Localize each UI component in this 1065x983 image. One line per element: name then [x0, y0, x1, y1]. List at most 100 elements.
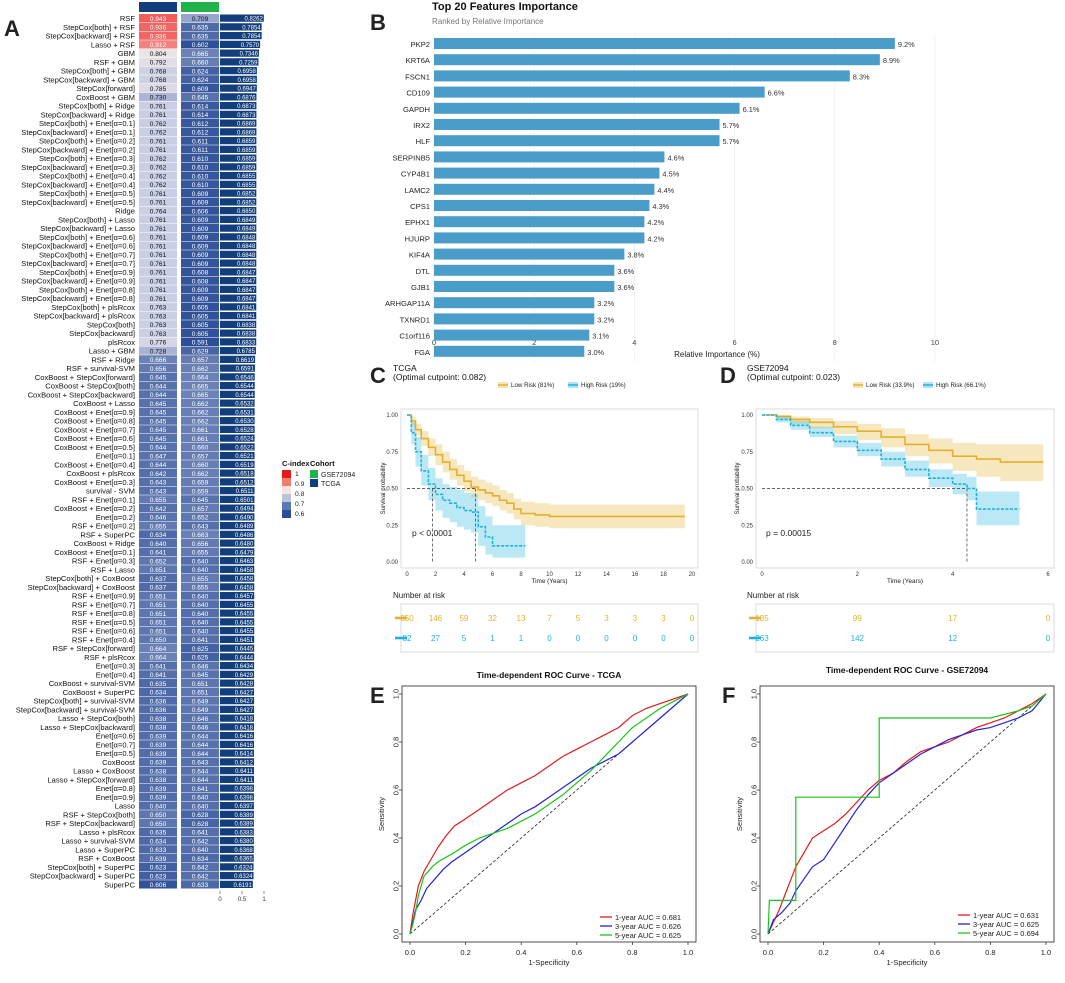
- cell-tcga: [139, 162, 177, 171]
- bar-value-label: 4.6%: [667, 153, 684, 162]
- cell-tcga-value: 0.761: [150, 112, 167, 119]
- mean-bar-value: 0.6324: [234, 865, 253, 871]
- legend-label: Low Risk (81%): [511, 382, 554, 389]
- cell-tcga: [139, 609, 177, 618]
- cell-gse72094-value: 0.609: [192, 86, 209, 93]
- bar: [434, 200, 650, 211]
- mean-bar: [220, 644, 255, 652]
- cell-gse72094-value: 0.606: [192, 208, 209, 215]
- row-label: StepCox[backward]: [69, 329, 135, 338]
- cell-tcga-value: 0.638: [150, 716, 167, 723]
- row-label: StepCox[backward] + CoxBoost: [28, 583, 136, 592]
- mean-bar: [220, 163, 257, 171]
- mean-bar-value: 0.6947: [237, 87, 256, 93]
- bar: [434, 183, 655, 195]
- y-tick-label: 0.8: [750, 737, 759, 747]
- cell-gse72094-value: 0.605: [192, 331, 209, 338]
- y-tick-label: 0.0: [392, 929, 401, 939]
- category-label: EPHX1: [405, 218, 430, 227]
- bar-value-label: 6.1%: [743, 105, 760, 114]
- cell-tcga-value: 0.645: [150, 436, 167, 443]
- mean-bar-value: 0.6434: [235, 664, 254, 670]
- cell-tcga-value: 0.761: [150, 252, 167, 259]
- mean-bar: [220, 250, 257, 258]
- category-label: TXNRD1: [400, 315, 430, 324]
- category-label: ARHGAP11A: [385, 299, 431, 308]
- cell-tcga-value: 0.645: [150, 410, 167, 417]
- cell-gse72094: [181, 512, 219, 521]
- mean-bar-value: 0.6859: [237, 165, 256, 171]
- cell-tcga: [139, 854, 177, 863]
- cell-gse72094: [181, 477, 219, 486]
- x-tick-label: 18: [660, 572, 667, 578]
- cell-tcga-value: 0.639: [150, 742, 167, 749]
- bar-axis-tick-label: 1: [262, 897, 266, 903]
- cell-tcga: [139, 390, 177, 399]
- cell-gse72094-value: 0.641: [192, 830, 209, 837]
- mean-bar-value: 0.6455: [235, 620, 254, 626]
- mean-bar-value: 0.6458: [235, 577, 254, 583]
- roc-curve: [409, 693, 689, 935]
- survival-curve: [407, 414, 526, 547]
- cell-tcga: [139, 329, 177, 338]
- mean-bar: [220, 382, 255, 390]
- mean-bar: [220, 557, 255, 565]
- mean-bar: [220, 565, 255, 573]
- x-tick-label: 16: [632, 572, 639, 578]
- diagonal-reference: [767, 693, 1047, 935]
- bar-value-label: 5.7%: [723, 121, 740, 130]
- bar: [434, 248, 625, 260]
- cell-gse72094: [181, 40, 219, 49]
- bar-value-label: 5.7%: [723, 137, 740, 146]
- mean-bar: [220, 67, 257, 75]
- cell-gse72094-value: 0.660: [192, 462, 209, 469]
- legend-label: Low Risk (33.9%): [866, 382, 915, 389]
- category-label: CD109: [406, 89, 430, 98]
- cell-tcga: [139, 337, 177, 346]
- cell-gse72094-value: 0.610: [192, 156, 209, 163]
- row-label: StepCox[backward] + SuperPC: [30, 872, 136, 881]
- cell-gse72094-value: 0.635: [192, 25, 209, 32]
- mean-bar: [220, 749, 255, 757]
- mean-bar: [220, 294, 257, 302]
- mean-bar: [220, 504, 255, 512]
- cell-tcga: [139, 127, 177, 136]
- mean-bar: [220, 215, 257, 223]
- cell-gse72094: [181, 171, 219, 180]
- cell-gse72094-value: 0.640: [192, 611, 209, 618]
- cell-gse72094: [181, 714, 219, 723]
- mean-bar: [220, 775, 254, 783]
- cell-tcga-value: 0.651: [150, 628, 167, 635]
- cell-tcga-value: 0.639: [150, 795, 167, 802]
- legend-cohort-swatch: [310, 479, 318, 487]
- cell-tcga: [139, 469, 177, 478]
- mean-bar: [220, 802, 254, 810]
- risk-table-cell: 27: [431, 634, 440, 643]
- cell-gse72094: [181, 880, 219, 889]
- row-label: StepCox[backward] + Enet[α=0.6]: [21, 242, 135, 251]
- row-label: Lasso + CoxBoost: [73, 767, 136, 776]
- cell-tcga: [139, 101, 177, 110]
- cell-tcga-value: 0.664: [150, 646, 167, 653]
- bar: [434, 86, 765, 98]
- mean-bar: [220, 58, 259, 66]
- risk-table-cell: 3: [604, 614, 609, 623]
- cell-tcga: [139, 521, 177, 530]
- cell-gse72094-value: 0.628: [192, 812, 209, 819]
- cell-gse72094: [181, 836, 219, 845]
- cell-gse72094: [181, 574, 219, 583]
- mean-bar: [220, 452, 255, 460]
- cell-gse72094-value: 0.633: [192, 882, 209, 889]
- x-tick-label: 2: [434, 572, 438, 578]
- mean-bar: [220, 679, 255, 687]
- cell-gse72094: [181, 819, 219, 828]
- cell-gse72094: [181, 276, 219, 285]
- cell-tcga-value: 0.634: [150, 690, 167, 697]
- cell-gse72094-value: 0.609: [192, 296, 209, 303]
- mean-bar: [220, 259, 257, 267]
- cell-gse72094: [181, 31, 219, 40]
- cell-gse72094: [181, 215, 219, 224]
- cell-gse72094-value: 0.645: [192, 672, 209, 679]
- cell-tcga: [139, 206, 177, 215]
